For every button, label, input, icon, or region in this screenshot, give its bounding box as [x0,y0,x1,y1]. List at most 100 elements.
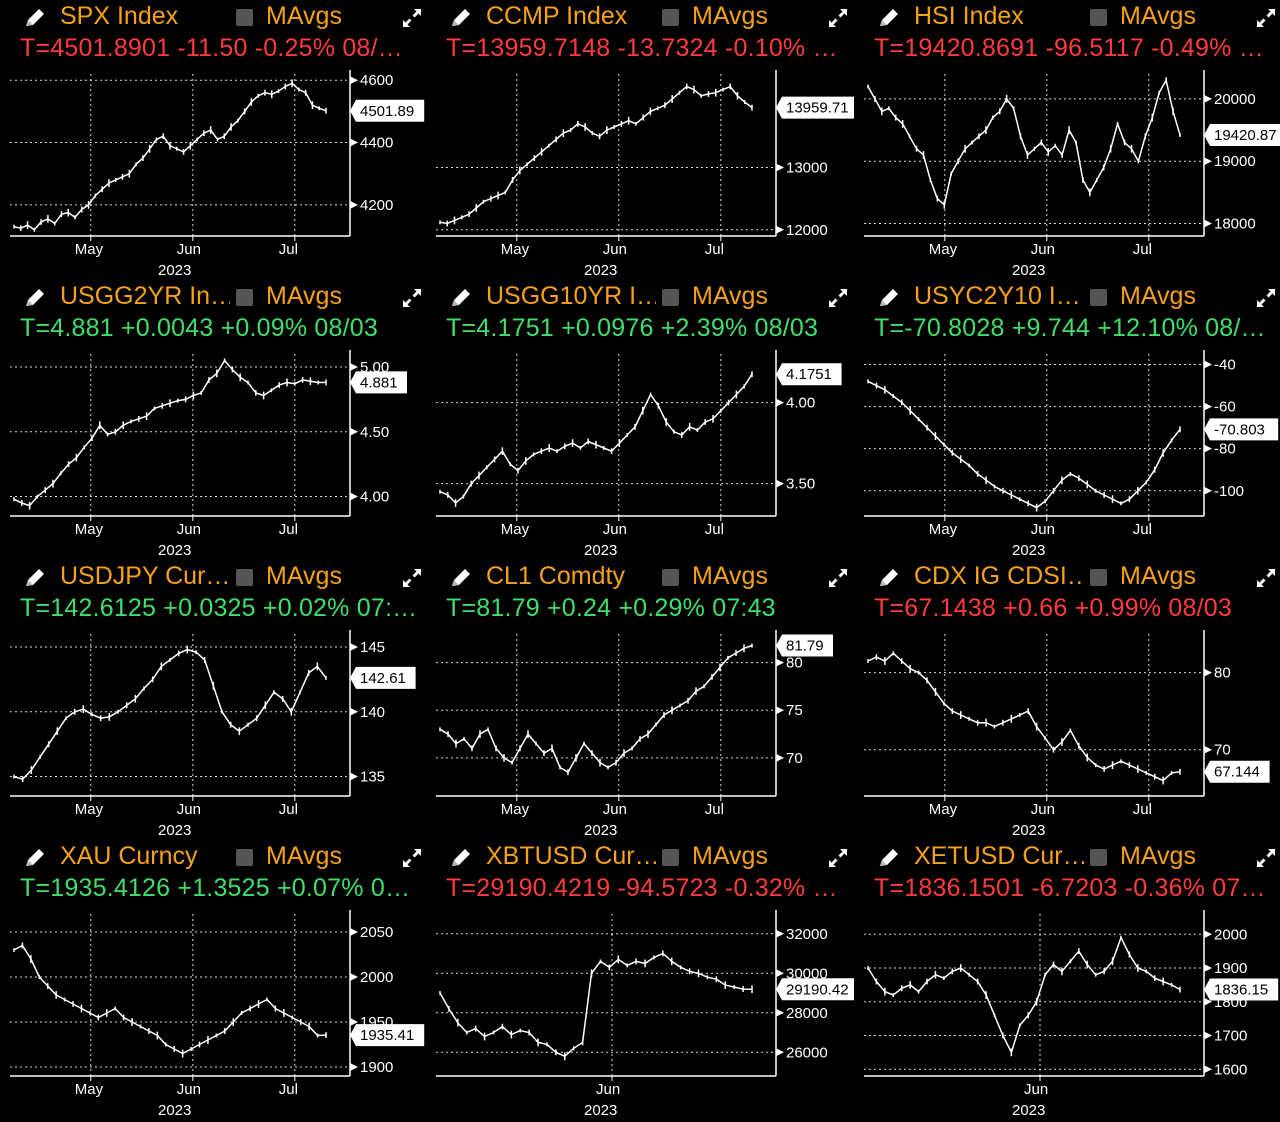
ticker-label[interactable]: USGG2YR In… [60,282,230,310]
price-line [13,359,327,507]
ticker-label[interactable]: XBTUSD Cur… [486,842,656,870]
panel-header: SPX Index MAvgs [8,0,435,34]
checkbox-icon[interactable] [1090,289,1107,306]
checkbox-icon[interactable] [662,849,679,866]
chart-panel: XBTUSD Cur… MAvgs T=29190.4219 -94.5723 … [434,840,861,1120]
expand-icon[interactable] [400,846,424,870]
ticker-label[interactable]: HSI Index [914,2,1024,30]
checkbox-icon[interactable] [236,289,253,306]
expand-icon[interactable] [826,566,850,590]
mavgs-label[interactable]: MAvgs [1120,562,1196,590]
expand-icon[interactable] [400,6,424,30]
pencil-icon[interactable] [876,846,902,870]
y-tick-label: -80 [1214,441,1236,458]
y-tick-label: 20000 [1214,91,1256,108]
pencil-icon[interactable] [448,6,474,30]
checkbox-icon[interactable] [1090,9,1107,26]
pencil-icon[interactable] [876,6,902,30]
last-value-tag [1204,124,1280,147]
price-chart[interactable]: 80 70 May Jun Jul 2023 67.144 [862,626,1280,840]
checkbox-icon[interactable] [1090,569,1107,586]
expand-icon[interactable] [1254,286,1278,310]
last-value-tag [350,1024,425,1047]
ticker-label[interactable]: XETUSD Cur… [914,842,1084,870]
expand-icon[interactable] [826,286,850,310]
ticker-label[interactable]: USDJPY Cur… [60,562,230,590]
quote-line: T=67.1438 +0.66 +0.99% 08/03 [874,594,1232,622]
x-tick-label: Jun [177,521,201,538]
pencil-icon[interactable] [22,6,48,30]
price-line [439,85,753,225]
checkbox-icon[interactable] [1090,849,1107,866]
mavgs-label[interactable]: MAvgs [266,2,342,30]
pencil-icon[interactable] [876,566,902,590]
panel-header: XAU Curncy MAvgs [8,840,435,874]
mavgs-label[interactable]: MAvgs [266,562,342,590]
pencil-icon[interactable] [22,286,48,310]
ticker-label[interactable]: CDX IG CDSI… [914,562,1084,590]
y-tick [776,163,784,172]
y-tick [350,362,358,371]
checkbox-icon[interactable] [236,9,253,26]
mavgs-label[interactable]: MAvgs [692,562,768,590]
x-tick-label: Jun [596,1081,620,1098]
checkbox-icon[interactable] [236,569,253,586]
chart-panel: CL1 Comdty MAvgs T=81.79 +0.24 +0.29% 07… [434,560,861,840]
panel-header: USGG2YR In… MAvgs [8,280,435,314]
expand-icon[interactable] [400,566,424,590]
mavgs-label[interactable]: MAvgs [266,282,342,310]
pencil-icon[interactable] [22,566,48,590]
mavgs-label[interactable]: MAvgs [692,282,768,310]
expand-icon[interactable] [1254,566,1278,590]
mavgs-label[interactable]: MAvgs [1120,2,1196,30]
mavgs-label[interactable]: MAvgs [692,842,768,870]
price-chart[interactable]: -40 -60 -80 -100 May Jun Jul 2023 -70.803 [862,346,1280,560]
checkbox-icon[interactable] [236,849,253,866]
checkbox-icon[interactable] [662,9,679,26]
last-value-tag [350,99,425,122]
quote-line: T=4.1751 +0.0976 +2.39% 08/03 [446,314,819,342]
pencil-icon[interactable] [448,566,474,590]
pencil-icon[interactable] [876,286,902,310]
ticker-label[interactable]: USGG10YR I… [486,282,656,310]
price-chart[interactable]: 32000 30000 28000 26000 Jun 2023 29190.42 [434,906,854,1120]
pencil-icon[interactable] [22,846,48,870]
checkbox-icon[interactable] [662,569,679,586]
price-chart[interactable]: 4.00 3.50 May Jun Jul 2023 4.1751 [434,346,854,560]
y-tick [776,929,784,938]
mavgs-label[interactable]: MAvgs [1120,282,1196,310]
ticker-label[interactable]: USYC2Y10 I… [914,282,1081,310]
price-chart[interactable]: 13000 12000 May Jun Jul 2023 13959.71 [434,66,854,280]
expand-icon[interactable] [826,6,850,30]
price-chart[interactable]: 80 75 70 May Jun Jul 2023 81.79 [434,626,854,840]
price-line [13,82,327,231]
x-tick-label: May [75,241,104,258]
panel-header: USDJPY Cur… MAvgs [8,560,435,594]
ticker-label[interactable]: XAU Curncy [60,842,198,870]
expand-icon[interactable] [400,286,424,310]
price-line [867,380,1181,509]
y-tick-label: 30000 [786,965,828,982]
expand-icon[interactable] [826,846,850,870]
ticker-label[interactable]: SPX Index [60,2,179,30]
expand-icon[interactable] [1254,846,1278,870]
ticker-label[interactable]: CCMP Index [486,2,628,30]
last-value-label: 19420.87 [1214,127,1277,144]
pencil-icon[interactable] [448,846,474,870]
checkbox-icon[interactable] [662,289,679,306]
mavgs-label[interactable]: MAvgs [266,842,342,870]
expand-icon[interactable] [1254,6,1278,30]
ticker-label[interactable]: CL1 Comdty [486,562,625,590]
price-chart[interactable]: 4600 4400 4200 May Jun Jul 2023 4501.89 [8,66,428,280]
price-chart[interactable]: 20000 19000 18000 May Jun Jul 2023 19420.87 [862,66,1280,280]
price-line [867,652,1181,782]
pencil-icon[interactable] [448,286,474,310]
mavgs-label[interactable]: MAvgs [692,2,768,30]
mavgs-label[interactable]: MAvgs [1120,842,1196,870]
y-tick [776,225,784,234]
x-tick-label: Jun [1031,521,1055,538]
price-chart[interactable]: 145 140 135 May Jun Jul 2023 142.61 [8,626,428,840]
